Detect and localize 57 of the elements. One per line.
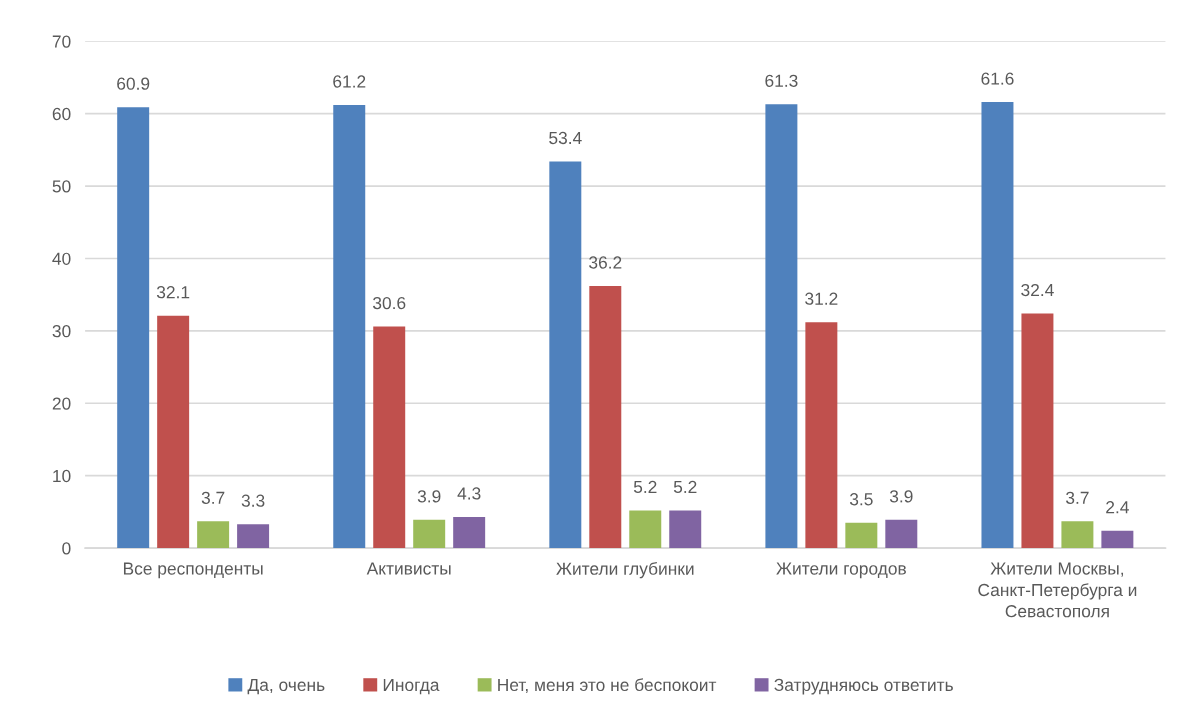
data-label: 32.1 <box>156 286 190 299</box>
bar <box>589 285 622 549</box>
data-label: 3.5 <box>849 493 873 506</box>
data-label: 3.3 <box>241 494 265 507</box>
data-label: 31.2 <box>805 292 838 305</box>
bar <box>117 107 150 549</box>
bar <box>805 322 838 549</box>
bar <box>373 326 406 549</box>
data-label: 5.2 <box>633 480 657 494</box>
data-label: 3.7 <box>201 491 225 504</box>
bar <box>765 104 798 549</box>
bar <box>981 102 1014 549</box>
y-tick-label: 40 <box>52 252 71 265</box>
data-label: 61.3 <box>765 74 798 87</box>
data-label: 61.2 <box>333 75 366 88</box>
data-label: 30.6 <box>372 296 406 310</box>
x-tick-label: Все респонденты <box>123 562 263 579</box>
y-tick-label: 10 <box>53 469 71 483</box>
data-label: 3.9 <box>889 490 913 503</box>
data-label: 61.6 <box>981 72 1014 85</box>
data-label: 5.2 <box>673 480 697 494</box>
legend-label: Иногда <box>383 678 440 695</box>
data-label: 4.3 <box>457 487 481 500</box>
bar <box>197 521 230 549</box>
x-tick-label: Жители Москвы, Санкт-Петербурга и Севастополя <box>978 562 1137 618</box>
data-label: 53.4 <box>549 131 582 145</box>
bar <box>453 516 486 549</box>
x-tick-label: Жители глубинки <box>556 561 694 579</box>
bar <box>157 315 190 549</box>
data-label: 36.2 <box>589 256 622 269</box>
bar <box>413 519 446 549</box>
y-tick-label: 0 <box>62 542 71 555</box>
bar <box>1101 530 1134 549</box>
bar <box>669 510 702 549</box>
y-tick-label: 50 <box>52 180 71 193</box>
bar <box>237 524 270 549</box>
bar <box>1061 521 1094 549</box>
bar <box>845 522 878 549</box>
x-tick-label: Жители городов <box>776 562 906 579</box>
x-tick-label: Активисты <box>366 562 451 575</box>
data-label: 60.9 <box>117 77 150 90</box>
data-label: 3.9 <box>417 490 441 503</box>
data-label: 32.4 <box>1021 283 1054 297</box>
y-tick-label: 30 <box>52 325 71 338</box>
bar <box>333 104 366 549</box>
bar <box>549 161 582 549</box>
bar <box>885 519 918 549</box>
bar <box>629 510 662 549</box>
data-label: 2.4 <box>1106 501 1129 514</box>
data-label: 3.7 <box>1066 491 1089 504</box>
y-tick-label: 60 <box>52 107 71 121</box>
bar <box>1021 313 1054 549</box>
legend-label: Затрудняюсь ответить <box>774 678 953 695</box>
legend-label: Да, очень <box>247 678 325 695</box>
y-tick-label: 20 <box>52 397 71 410</box>
legend-label: Нет, меня это не беспокоит <box>498 678 717 694</box>
y-tick-label: 70 <box>52 35 71 48</box>
